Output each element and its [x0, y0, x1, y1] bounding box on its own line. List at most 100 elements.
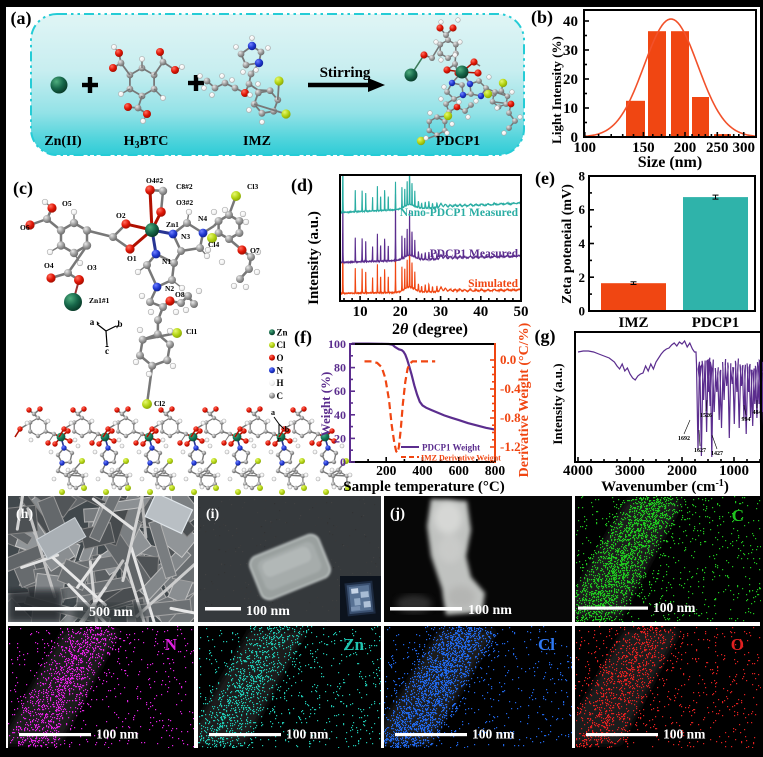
- svg-text:PDCP1 Measured: PDCP1 Measured: [430, 248, 519, 260]
- svg-text:PDCP1: PDCP1: [436, 134, 480, 149]
- svg-text:O8: O8: [175, 290, 185, 299]
- svg-text:4000: 4000: [563, 463, 593, 479]
- svg-text:IMZ: IMZ: [619, 315, 649, 331]
- svg-text:2000: 2000: [667, 463, 697, 479]
- svg-text:994: 994: [742, 417, 751, 423]
- svg-text:10: 10: [353, 304, 368, 320]
- svg-text:O: O: [731, 635, 744, 654]
- svg-text:O3#2: O3#2: [176, 198, 193, 207]
- svg-text:Zn(II): Zn(II): [44, 134, 82, 149]
- svg-text:Nano-PDCP1 Measured: Nano-PDCP1 Measured: [400, 207, 519, 219]
- svg-text:Stirring: Stirring: [320, 65, 371, 81]
- svg-text:Zn: Zn: [277, 328, 288, 338]
- svg-text:O3: O3: [87, 263, 97, 272]
- svg-text:O4: O4: [44, 261, 54, 270]
- svg-text:Intensity (a.u.): Intensity (a.u.): [306, 211, 322, 305]
- svg-text:Size (nm): Size (nm): [638, 154, 702, 171]
- svg-text:0: 0: [340, 455, 346, 469]
- svg-text:1526: 1526: [700, 413, 712, 419]
- svg-text:0: 0: [579, 304, 586, 319]
- svg-text:100 nm: 100 nm: [246, 604, 290, 619]
- svg-text:300: 300: [732, 140, 755, 156]
- svg-text:N3: N3: [181, 232, 190, 241]
- svg-text:Cl: Cl: [277, 340, 286, 350]
- svg-text:N1: N1: [162, 257, 171, 266]
- svg-text:20: 20: [563, 72, 578, 88]
- svg-text:Cl1: Cl1: [186, 327, 198, 336]
- svg-text:C8#2: C8#2: [176, 182, 193, 191]
- svg-text:600: 600: [449, 463, 470, 478]
- svg-text:800: 800: [485, 463, 506, 478]
- svg-text:20: 20: [393, 304, 408, 320]
- svg-text:(a): (a): [11, 8, 32, 29]
- svg-text:PDCP1 Weight: PDCP1 Weight: [422, 443, 480, 453]
- svg-text:(c): (c): [13, 178, 33, 199]
- svg-text:200: 200: [376, 463, 397, 478]
- svg-text:0: 0: [571, 130, 579, 146]
- svg-text:3000: 3000: [615, 463, 645, 479]
- svg-text:PDCP1: PDCP1: [692, 315, 740, 331]
- svg-text:c: c: [277, 435, 281, 444]
- svg-text:O7: O7: [250, 246, 260, 255]
- svg-text:100: 100: [328, 337, 346, 351]
- svg-text:N: N: [165, 635, 178, 654]
- svg-text:b: b: [117, 319, 122, 329]
- svg-text:b: b: [285, 425, 290, 434]
- svg-text:100 nm: 100 nm: [653, 600, 696, 615]
- svg-text:250: 250: [706, 140, 729, 156]
- svg-text:Zn1#1: Zn1#1: [89, 296, 110, 305]
- svg-text:C: C: [732, 506, 744, 525]
- svg-text:60: 60: [334, 384, 346, 398]
- svg-text:8: 8: [579, 169, 586, 184]
- svg-text:a: a: [271, 408, 275, 417]
- svg-text:Wavenumber (cm-1): Wavenumber (cm-1): [601, 478, 729, 495]
- svg-text:O1: O1: [127, 254, 137, 263]
- svg-text:Sample temperature (°C): Sample temperature (°C): [343, 479, 505, 495]
- svg-text:(i): (i): [206, 507, 220, 522]
- svg-text:IMZ: IMZ: [243, 134, 271, 149]
- svg-text:Zn1: Zn1: [166, 220, 179, 229]
- svg-text:100 nm: 100 nm: [468, 603, 512, 618]
- svg-text:40: 40: [563, 14, 578, 30]
- svg-text:c: c: [105, 346, 109, 356]
- svg-text:6: 6: [579, 202, 586, 217]
- svg-text:100 nm: 100 nm: [663, 727, 706, 742]
- svg-text:O: O: [277, 353, 284, 363]
- svg-text:(d): (d): [291, 175, 313, 196]
- svg-text:4: 4: [579, 236, 586, 251]
- svg-text:Simulated: Simulated: [468, 278, 518, 290]
- svg-text:500 nm: 500 nm: [89, 605, 133, 620]
- svg-text:a: a: [90, 317, 95, 327]
- svg-text:400: 400: [412, 463, 433, 478]
- svg-text:30: 30: [563, 43, 578, 59]
- svg-text:O4#2: O4#2: [146, 176, 163, 185]
- svg-text:Cl4: Cl4: [208, 240, 220, 249]
- svg-text:N: N: [277, 366, 284, 376]
- svg-text:N4: N4: [198, 214, 207, 223]
- svg-text:Weight (%): Weight (%): [318, 372, 333, 437]
- svg-text:10: 10: [563, 101, 578, 117]
- svg-text:50: 50: [514, 304, 529, 320]
- svg-text:(f): (f): [294, 327, 312, 348]
- svg-text:H3BTC: H3BTC: [124, 134, 169, 151]
- svg-text:40: 40: [473, 304, 488, 320]
- svg-text:484: 484: [753, 410, 762, 416]
- svg-text:100 nm: 100 nm: [96, 727, 139, 742]
- svg-text:Cl3: Cl3: [247, 182, 259, 191]
- svg-text:O6: O6: [20, 223, 30, 232]
- svg-text:Intensity (a.u.): Intensity (a.u.): [550, 363, 565, 444]
- svg-text:1427: 1427: [711, 451, 723, 457]
- svg-text:N2: N2: [165, 284, 174, 293]
- svg-text:100 nm: 100 nm: [472, 727, 515, 742]
- svg-text:O5: O5: [62, 199, 72, 208]
- svg-text:Derivative Weight (°C/%): Derivative Weight (°C/%): [517, 322, 532, 477]
- svg-text:20: 20: [334, 431, 346, 445]
- svg-text:80: 80: [334, 361, 346, 375]
- svg-text:O2: O2: [116, 211, 126, 220]
- svg-text:C: C: [277, 391, 284, 401]
- svg-text:H: H: [277, 378, 284, 388]
- svg-text:30: 30: [433, 304, 448, 320]
- svg-text:1627: 1627: [694, 448, 706, 454]
- svg-text:IMZ Derivative Weight: IMZ Derivative Weight: [421, 454, 501, 463]
- svg-text:40: 40: [334, 408, 346, 422]
